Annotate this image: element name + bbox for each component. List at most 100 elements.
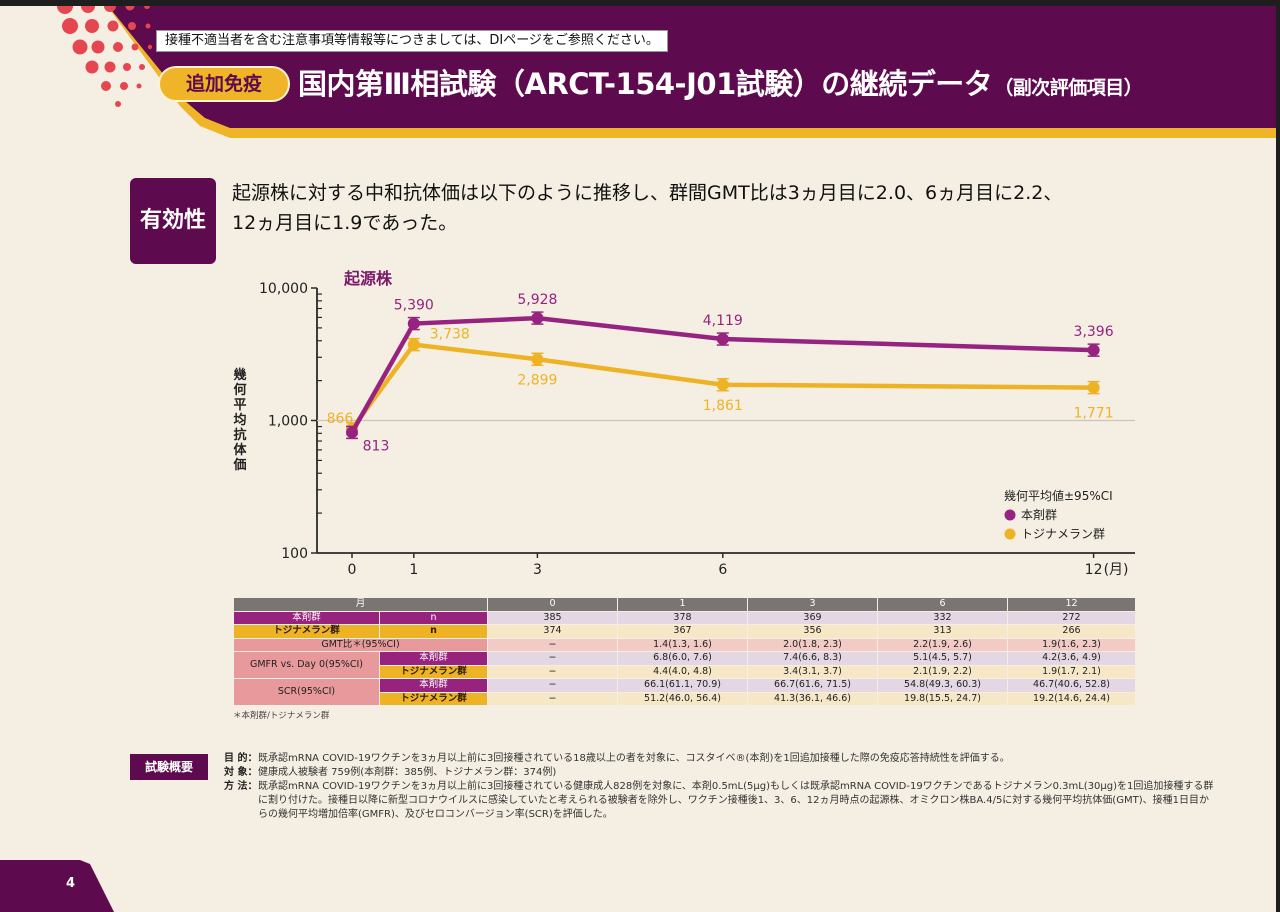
table-cell: 41.3(36.1, 46.6) — [747, 691, 878, 706]
header-cell: 6 — [877, 597, 1008, 612]
overview-text: 健康成人被験者 759例(本剤群：385例、トジナメラン群：374例) — [258, 767, 557, 778]
x-tick-label: 12 — [1085, 562, 1103, 578]
table-row-n-b: トジナメラン群 n 374 367 356 313 266 — [233, 624, 1136, 639]
table-cell: 272 — [1007, 610, 1136, 625]
page-number-tab — [0, 860, 118, 912]
row-sublabel: 本剤群 — [379, 678, 488, 693]
header-month: 月 — [233, 597, 488, 612]
y-tick-label: 1,000 — [268, 414, 308, 430]
x-tick-label: 3 — [533, 562, 542, 578]
table-cell: 54.8(49.3, 60.3) — [877, 678, 1008, 693]
table-cell: − — [487, 691, 618, 706]
row-sublabel: 本剤群 — [379, 651, 488, 666]
row-label: 本剤群 — [233, 610, 380, 625]
table-cell: − — [487, 678, 618, 693]
table-cell: − — [487, 664, 618, 679]
table-cell: 3.4(3.1, 3.7) — [747, 664, 878, 679]
data-label: 5,390 — [394, 298, 434, 314]
table-cell: 369 — [747, 610, 878, 625]
table-row-n-a: 本剤群 n 385 378 369 332 272 — [233, 610, 1136, 625]
header-cell: 0 — [487, 597, 618, 612]
row-label: トジナメラン群 — [233, 624, 380, 639]
table-row-gmfr-a: GMFR vs. Day 0(95%CI) 本剤群 − 6.8(6.0, 7.6… — [233, 651, 1136, 679]
header-cell: 3 — [747, 597, 878, 612]
y-tick-label: 10,000 — [259, 281, 308, 297]
x-tick-label: 6 — [718, 562, 727, 578]
table-cell: 367 — [617, 624, 748, 639]
booster-tag: 追加免疫 — [158, 66, 290, 102]
table-row-gmt-ratio: GMT比＊(95%CI) − 1.4(1.3, 1.6) 2.0(1.8, 2.… — [233, 637, 1136, 652]
data-label: 2,899 — [517, 372, 557, 388]
table-row-scr-a: SCR(95%CI) 本剤群 − 66.1(61.1, 70.9) 66.7(6… — [233, 678, 1136, 706]
table-cell: 2.0(1.8, 2.3) — [747, 637, 878, 652]
table-cell: 332 — [877, 610, 1008, 625]
header-cell: 12 — [1007, 597, 1136, 612]
table-cell: 66.7(61.6, 71.5) — [747, 678, 878, 693]
chart-title: 起源株 — [343, 269, 393, 288]
table-cell: 4.4(4.0, 4.8) — [617, 664, 748, 679]
data-label: 1,861 — [703, 398, 743, 414]
table-row-scr-b: トジナメラン群 − 51.2(46.0, 56.4) 41.3(36.1, 46… — [234, 691, 1136, 706]
data-label: 3,738 — [430, 327, 470, 343]
data-point — [716, 333, 729, 346]
header-cell: 1 — [617, 597, 748, 612]
page: 接種不適当者を含む注意事項等情報等につきましては、DIページをご参照ください。 … — [0, 6, 1276, 912]
table-cell: 19.8(15.5, 24.7) — [877, 691, 1008, 706]
row-sublabel: トジナメラン群 — [379, 691, 488, 706]
notice-banner: 接種不適当者を含む注意事項等情報等につきましては、DIページをご参照ください。 — [156, 30, 668, 52]
table-cell: 1.9(1.6, 2.3) — [1007, 637, 1136, 652]
table-cell: 2.2(1.9, 2.6) — [877, 637, 1008, 652]
row-label: GMT比＊(95%CI) — [233, 637, 488, 652]
row-sublabel: n — [379, 610, 488, 625]
gmt-line-chart: 起源株 100 1,000 10,000 0 1 3 6 12 (月) 866 3,738 2,89… — [259, 269, 1135, 578]
row-sublabel: トジナメラン群 — [379, 664, 488, 679]
overview-row-subjects: 対 象： 健康成人被験者 759例(本剤群：385例、トジナメラン群：374例) — [224, 766, 1214, 780]
overview-row-purpose: 目 的： 既承認mRNA COVID-19ワクチンを3ヵ月以上前に3回接種されて… — [224, 752, 1214, 766]
summary-line-1: 起源株に対する中和抗体価は以下のように推移し、群間GMT比は3ヵ月目に2.0、6… — [232, 182, 1063, 204]
overview-key: 対 象： — [224, 767, 258, 778]
data-point — [531, 353, 544, 366]
table-row-gmfr-b: トジナメラン群 − 4.4(4.0, 4.8) 3.4(3.1, 3.7) 2.… — [234, 664, 1136, 679]
legend-marker — [1004, 528, 1016, 540]
table-cell: 2.1(1.9, 2.2) — [877, 664, 1008, 679]
x-tick-label: 1 — [409, 562, 418, 578]
table-cell: 1.4(1.3, 1.6) — [617, 637, 748, 652]
x-axis-unit-label: (月) — [1104, 562, 1129, 578]
table-cell: 374 — [487, 624, 618, 639]
efficacy-label: 有効性 — [130, 178, 216, 264]
table-cell: 7.4(6.6, 8.3) — [747, 651, 878, 666]
data-label: 3,396 — [1074, 324, 1114, 340]
data-point — [531, 312, 544, 325]
data-point — [407, 338, 420, 351]
study-overview-label: 試験概要 — [130, 754, 208, 780]
table-cell: 4.2(3.6, 4.9) — [1007, 651, 1136, 666]
results-table: 月 0 1 3 6 12 本剤群 n 385 378 369 332 272 ト… — [233, 597, 1136, 706]
overview-key: 方 法： — [224, 781, 258, 792]
table-cell: 19.2(14.6, 24.4) — [1007, 691, 1136, 706]
data-label: 4,119 — [703, 313, 743, 329]
overview-row-method: 方 法： 既承認mRNA COVID-19ワクチンを3ヵ月以上前に3回接種されて… — [224, 780, 1214, 822]
overview-text: 既承認mRNA COVID-19ワクチンを3ヵ月以上前に3回接種されている健康成… — [258, 781, 1214, 820]
page-title: 国内第Ⅲ相試験（ARCT-154-J01試験）の継続データ （副次評価項目） — [298, 64, 1143, 108]
table-cell: 46.7(40.6, 52.8) — [1007, 678, 1136, 693]
table-cell: 51.2(46.0, 56.4) — [617, 691, 748, 706]
table-footnote: ＊本剤群/トジナメラン群 — [233, 711, 330, 721]
legend-marker — [1004, 509, 1016, 521]
table-cell: 66.1(61.1, 70.9) — [617, 678, 748, 693]
table-cell: 385 — [487, 610, 618, 625]
data-point — [1087, 381, 1100, 394]
data-point — [1087, 344, 1100, 357]
table-header-row: 月 0 1 3 6 12 — [233, 597, 1136, 612]
row-label: GMFR vs. Day 0(95%CI) — [233, 651, 380, 679]
legend-title: 幾何平均値±95%CI — [1004, 488, 1113, 503]
table-cell: − — [487, 637, 618, 652]
legend-label: トジナメラン群 — [1021, 527, 1105, 541]
data-label: 866 — [327, 411, 354, 427]
table-cell: − — [487, 651, 618, 666]
row-sublabel: n — [379, 624, 488, 639]
study-overview: 目 的： 既承認mRNA COVID-19ワクチンを3ヵ月以上前に3回接種されて… — [224, 752, 1214, 822]
data-label: 1,771 — [1074, 406, 1114, 422]
data-point — [346, 426, 358, 439]
table-cell: 356 — [747, 624, 878, 639]
summary-line-2: 12ヵ月目に1.9であった。 — [232, 212, 458, 234]
